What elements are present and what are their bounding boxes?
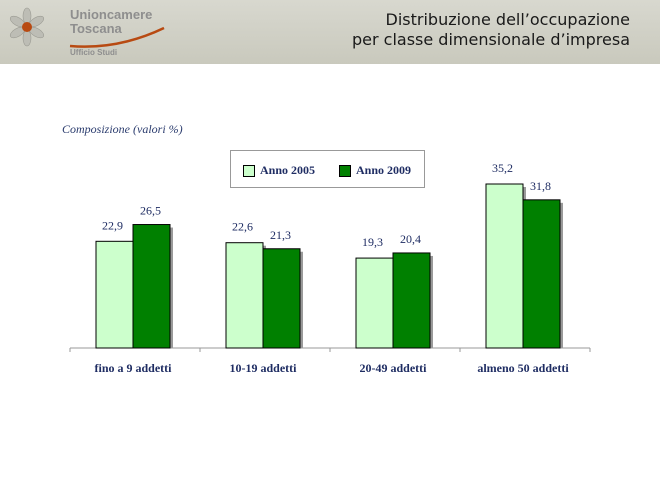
data-label: 31,8 — [530, 179, 551, 193]
legend-swatch-2005 — [243, 164, 255, 177]
bar-2005-1 — [225, 242, 264, 349]
data-label: 22,9 — [102, 218, 123, 232]
category-label: fino a 9 addetti — [94, 361, 172, 375]
logo-line2: Toscana — [70, 21, 122, 36]
bar-2009-3 — [522, 199, 561, 349]
slide-title-line2: per classe dimensionale d’impresa — [351, 30, 630, 49]
chart-legend: Anno 2005 Anno 2009 — [230, 150, 425, 188]
category-label: 10-19 addetti — [230, 361, 298, 375]
legend-item-2005: Anno 2005 — [243, 163, 315, 178]
bar-2009-1 — [262, 248, 301, 349]
logo-subtitle: Ufficio Studi — [70, 48, 118, 57]
data-label: 22,6 — [232, 220, 253, 234]
data-label: 20,4 — [400, 232, 421, 246]
slide-title: Distribuzione dell’occupazione per class… — [270, 10, 630, 50]
legend-label-2009: Anno 2009 — [356, 163, 412, 177]
slide-title-line1: Distribuzione dell’occupazione — [385, 10, 630, 29]
bar-2005-3 — [485, 183, 524, 349]
data-label: 21,3 — [270, 228, 291, 242]
bar-2005-0 — [95, 240, 134, 349]
chart-title: Composizione (valori %) — [62, 122, 183, 136]
logo-line1: Unioncamere — [70, 7, 153, 22]
category-label: 20-49 addetti — [360, 361, 428, 375]
data-label: 26,5 — [140, 204, 161, 218]
data-label: 19,3 — [362, 235, 383, 249]
bar-2005-2 — [355, 257, 394, 349]
logo-swoosh-icon — [69, 26, 165, 48]
unioncamere-logo-icon — [9, 7, 45, 47]
bar-2009-2 — [392, 252, 431, 349]
data-label: 35,2 — [492, 161, 513, 175]
category-label: almeno 50 addetti — [477, 361, 569, 375]
header-banner: Unioncamere Toscana Ufficio Studi Distri… — [0, 0, 660, 64]
bar-2009-0 — [132, 224, 171, 349]
legend-label-2005: Anno 2005 — [260, 163, 316, 177]
legend-item-2009: Anno 2009 — [339, 163, 411, 178]
legend-swatch-2009 — [339, 164, 351, 177]
logo-name: Unioncamere Toscana — [70, 8, 152, 36]
